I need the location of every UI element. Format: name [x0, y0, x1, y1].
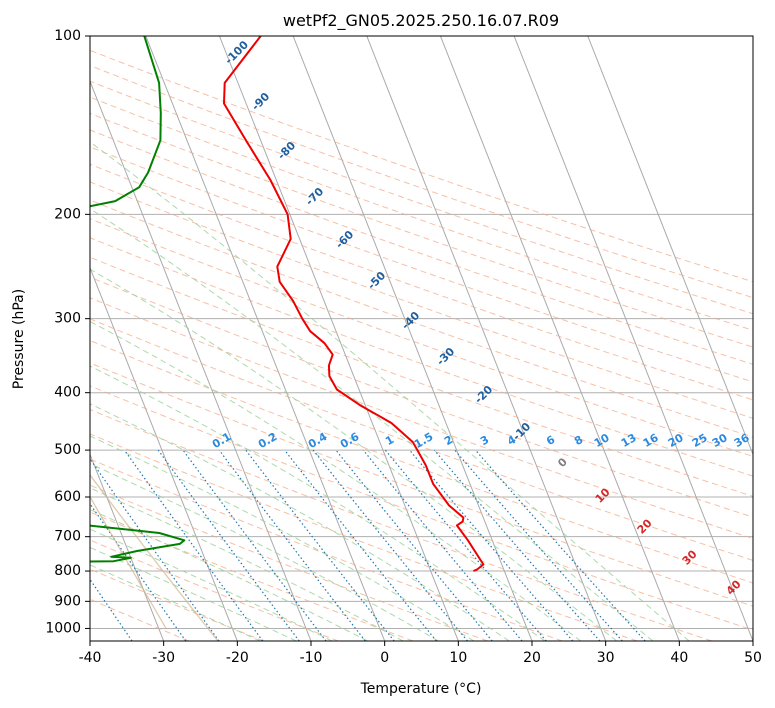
mixing-ratio-line	[312, 449, 468, 641]
moist-adiabat-line	[90, 268, 618, 641]
x-tick-label: 20	[523, 650, 541, 666]
isotherm-line	[366, 36, 607, 641]
mixing-ratio-lines	[90, 449, 646, 641]
x-tick-label: -10	[300, 650, 323, 666]
tan-curve-line	[90, 495, 167, 629]
isotherm-line	[90, 453, 165, 641]
mixing-ratio-line	[90, 578, 133, 641]
moist-adiabat-line	[90, 508, 368, 641]
dry-adiabat-line	[90, 362, 753, 607]
x-tick-label: 50	[744, 650, 762, 666]
x-tick-label: -30	[152, 650, 175, 666]
x-tick-label: 10	[449, 650, 467, 666]
moist-adiabat-line	[90, 403, 510, 641]
moist-adiabat-line	[90, 141, 690, 641]
y-tick-label: 300	[54, 311, 81, 327]
moist-adiabat-line	[90, 487, 404, 641]
isotherm-line	[513, 36, 753, 641]
y-tick-label: 100	[54, 28, 81, 44]
dry-adiabats	[90, 49, 753, 641]
mixing-ratio-line	[90, 502, 187, 641]
moist-adiabat-line	[90, 208, 654, 641]
x-tick-label: 40	[670, 650, 688, 666]
dry-adiabat-line	[90, 112, 753, 348]
mixing-ratio-line	[90, 457, 220, 641]
dry-adiabat-line	[90, 318, 753, 561]
x-tick-label: 0	[380, 650, 389, 666]
x-axis-title: Temperature (°C)	[360, 681, 482, 697]
y-tick-label: 600	[54, 489, 81, 505]
mixing-ratio-line	[182, 449, 327, 641]
pressure-grid	[90, 36, 753, 629]
dry-adiabat-line	[90, 339, 753, 584]
mixing-ratio-line	[123, 449, 264, 641]
mixing-ratio-line	[433, 449, 601, 641]
moist-adiabats	[90, 141, 690, 641]
isotherm-line	[145, 36, 386, 641]
moist-adiabat-line	[90, 463, 439, 641]
x-axis-ticks: -40 -30 -20 -10 0 10 20 30 40 50	[79, 641, 762, 666]
isotherm-line	[218, 36, 459, 641]
isotherm-line	[90, 266, 238, 641]
y-tick-label: 1000	[45, 620, 81, 636]
moist-adiabat-line	[90, 365, 546, 641]
temperature-profile-line	[223, 36, 485, 572]
dry-adiabat-line	[90, 163, 753, 401]
dry-adiabat-line	[90, 484, 488, 641]
moist-adiabat-line	[90, 564, 261, 641]
mixing-ratio-line	[157, 449, 300, 641]
moist-adiabat-line	[90, 320, 582, 641]
plot-frame	[89, 35, 754, 642]
mixing-ratio-line	[475, 449, 646, 641]
dry-adiabat-line	[90, 218, 753, 457]
dry-adiabat-line	[90, 568, 264, 641]
dry-adiabat-line	[90, 458, 563, 641]
isotherm-line	[439, 36, 680, 641]
mixing-ratio-line	[454, 449, 623, 641]
sounding-series	[90, 36, 485, 572]
x-tick-label: -40	[79, 650, 102, 666]
y-tick-label: 900	[54, 593, 81, 609]
mixing-ratio-line	[384, 449, 547, 641]
isotherm-line	[587, 36, 753, 456]
moist-adiabat-line	[90, 546, 297, 641]
dry-adiabat-line	[90, 385, 753, 631]
y-tick-label: 400	[54, 385, 81, 401]
dry-adiabat-line	[90, 129, 753, 365]
moist-adiabat-line	[90, 435, 475, 641]
y-tick-label: 800	[54, 563, 81, 579]
mixing-ratio-line	[284, 449, 437, 641]
dry-adiabat-line	[90, 276, 753, 518]
dry-adiabat-line	[90, 297, 753, 540]
dry-adiabat-line	[90, 408, 712, 641]
y-tick-label: 200	[54, 206, 81, 222]
chart-title: wetPf2_GN05.2025.250.16.07.R09	[283, 11, 559, 31]
x-tick-label: -20	[226, 650, 249, 666]
y-axis-title: Pressure (hPa)	[11, 289, 27, 389]
dry-adiabat-line	[90, 49, 753, 283]
y-axis-ticks: 100 200 300 400 500 600 700 800 900 1000	[45, 28, 90, 636]
dewpoint-profile-line	[90, 36, 186, 563]
x-tick-label: 30	[597, 650, 615, 666]
dry-adiabat-line	[90, 181, 753, 419]
y-tick-label: 500	[54, 442, 81, 458]
plot-area: -100-90-80-70-60-50-40-30-20-10 0.1 0.2 0.…	[90, 36, 753, 641]
y-tick-label: 700	[54, 529, 81, 545]
dry-adiabat-line	[90, 80, 753, 315]
mixing-ratio-line	[362, 449, 523, 641]
